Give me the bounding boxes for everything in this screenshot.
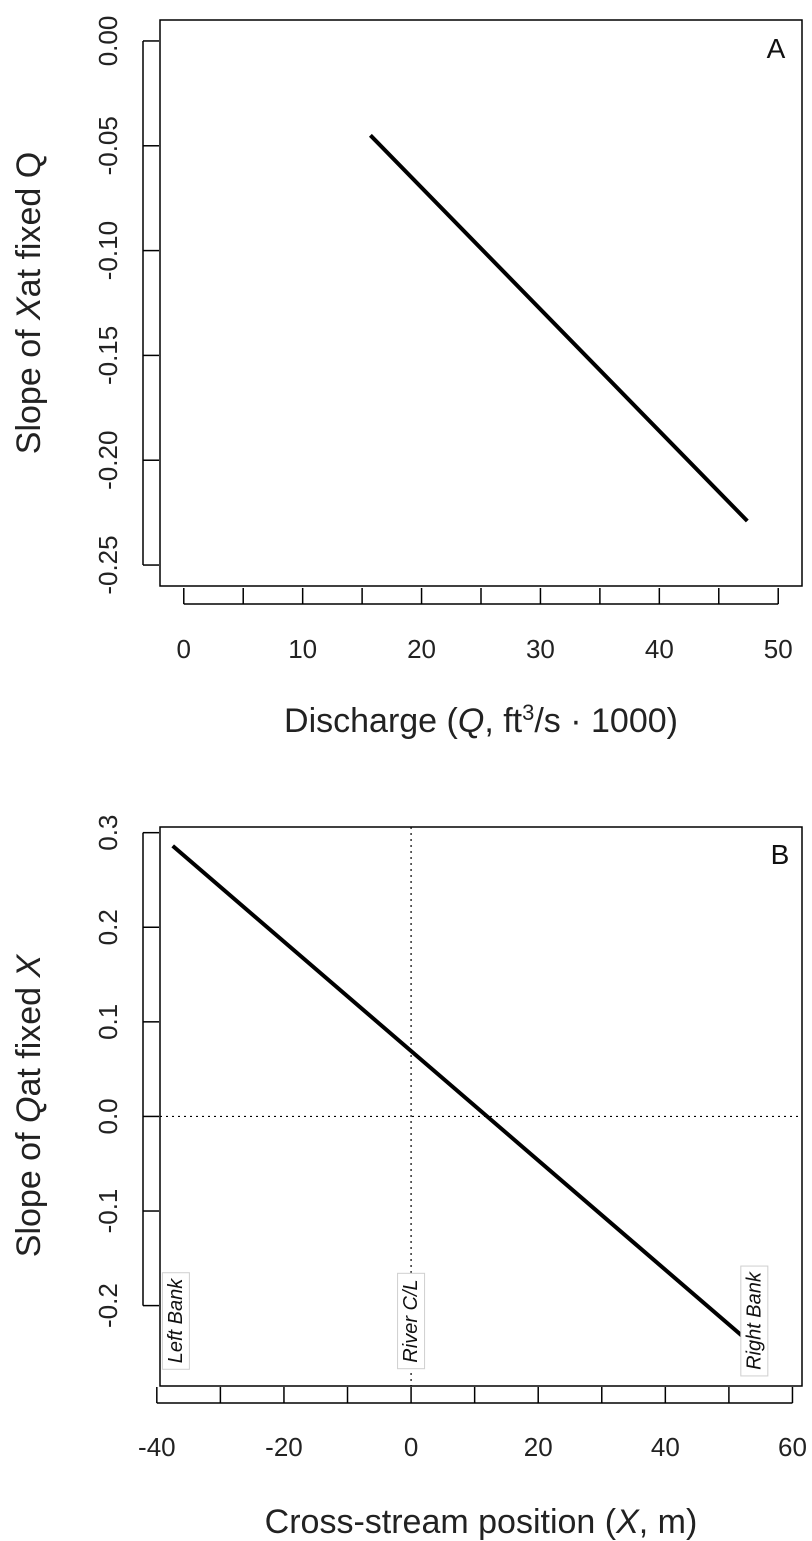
- annotation-label: Right Bank: [740, 1265, 769, 1377]
- x-axis-title: Discharge (Q, ft3/s · 1000): [284, 700, 678, 741]
- panel-label: A: [767, 33, 786, 64]
- plot-frame: [159, 19, 803, 587]
- y-tick-label: -0.05: [93, 116, 123, 175]
- y-tick-label: -0.20: [93, 431, 123, 490]
- panel-a: 0 10 20 30 40 50 0.00 -0.05 -0.10 -0.15 -0.20 -0.2…: [10, 16, 803, 741]
- annotations: Left Bank River C/L Right Bank: [161, 1265, 769, 1377]
- annotation-box: [161, 1272, 190, 1370]
- x-tick-label: 40: [645, 634, 674, 664]
- plot-frame: [159, 826, 803, 1387]
- x-tick-label: 0: [177, 634, 191, 664]
- annotation-text: Left Bank: [165, 1278, 187, 1364]
- y-axis: 0.00 -0.05 -0.10 -0.15 -0.20 -0.25: [93, 16, 159, 595]
- y-tick-label: -0.1: [93, 1189, 123, 1234]
- annotation-box: [397, 1272, 426, 1370]
- x-tick-label: 0: [404, 1432, 418, 1462]
- y-tick-label: 0.2: [93, 909, 123, 945]
- x-tick-label: -40: [138, 1432, 176, 1462]
- annotation-label: River C/L: [397, 1272, 426, 1370]
- y-tick-label: -0.2: [93, 1283, 123, 1328]
- x-axis-title: Cross-stream position (X, m): [265, 1503, 698, 1541]
- y-axis-title: Slope of Xat fixed Q: [10, 152, 48, 454]
- annotation-label: Left Bank: [161, 1272, 190, 1370]
- y-tick-label: 0.3: [93, 815, 123, 851]
- y-axis: 0.3 0.2 0.1 0.0 -0.1 -0.2: [93, 815, 159, 1328]
- annotation-box: [740, 1265, 769, 1377]
- panel-label: B: [771, 839, 790, 870]
- y-tick-label: -0.25: [93, 535, 123, 594]
- y-tick-label: -0.15: [93, 326, 123, 385]
- x-tick-label: 60: [778, 1432, 807, 1462]
- series-line: [171, 844, 759, 1351]
- x-axis: -40 -20 0 20 40 60: [138, 1387, 807, 1462]
- reference-lines: [160, 827, 802, 1386]
- x-tick-label: 20: [524, 1432, 553, 1462]
- series-group: [368, 133, 749, 523]
- y-axis-title: Slope of Qat fixed X: [10, 953, 48, 1257]
- x-tick-label: -20: [265, 1432, 303, 1462]
- x-axis: 0 10 20 30 40 50: [177, 588, 793, 664]
- x-tick-label: 50: [764, 634, 793, 664]
- series-line: [368, 133, 749, 523]
- x-tick-label: 10: [288, 634, 317, 664]
- y-tick-label: 0.1: [93, 1004, 123, 1040]
- x-tick-label: 30: [526, 634, 555, 664]
- x-tick-label: 20: [407, 634, 436, 664]
- annotation-text: River C/L: [400, 1279, 422, 1362]
- annotation-text: Right Bank: [743, 1271, 765, 1370]
- x-tick-label: 40: [651, 1432, 680, 1462]
- y-tick-label: -0.10: [93, 221, 123, 280]
- panel-b: -40 -20 0 20 40 60 0.3 0.2 0.1 0.0 -0.1 -0.2 Left …: [10, 815, 807, 1541]
- y-tick-label: 0.0: [93, 1098, 123, 1134]
- y-tick-label: 0.00: [93, 16, 123, 67]
- series-group: [171, 844, 759, 1351]
